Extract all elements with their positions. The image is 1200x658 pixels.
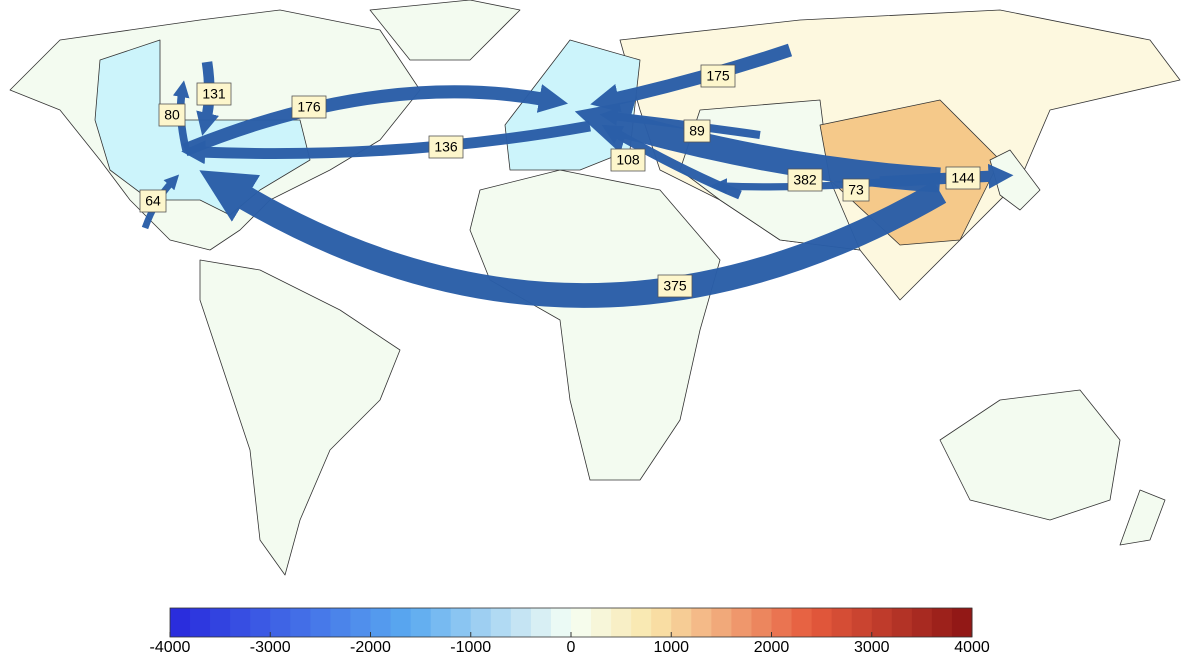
colorbar-segment <box>550 608 572 637</box>
flow-label-box <box>657 274 693 298</box>
colorbar-segment <box>230 608 251 637</box>
colorbar-segment <box>430 608 452 637</box>
colorbar-segment <box>530 608 552 637</box>
colorbar-tick-label: 3000 <box>854 639 890 656</box>
colorbar-segment <box>671 608 692 637</box>
flow-label-box <box>139 189 167 213</box>
flow-label-box <box>787 168 823 192</box>
flow-label-box <box>842 178 870 202</box>
colorbar-segment <box>370 608 392 637</box>
flow-arrow <box>199 170 947 308</box>
flow-arrow <box>879 163 1014 189</box>
colorbar-segment <box>210 608 231 637</box>
flow-arrow <box>590 43 793 113</box>
flow-label: 108 <box>616 152 640 168</box>
colorbar-segment <box>290 608 311 637</box>
colorbar-segment <box>631 608 652 637</box>
flow-label-box <box>158 103 186 127</box>
colorbar-segment <box>190 608 211 637</box>
colorbar: -4000 -3000 -2000 -1000 0 1000 2000 3000 4000 <box>150 607 990 656</box>
colorbar-segment <box>591 608 612 637</box>
colorbar-segment <box>951 608 973 637</box>
colorbar-segment <box>510 608 532 637</box>
colorbar-segment <box>811 608 833 637</box>
flow-label-box <box>683 119 711 143</box>
colorbar-segment <box>350 608 371 637</box>
colorbar-segment <box>470 608 492 637</box>
colorbar-segment <box>270 608 291 637</box>
colorbar-segment <box>751 608 772 637</box>
flow-label: 89 <box>689 123 705 139</box>
flow-label-box <box>291 95 327 119</box>
colorbar-segment <box>450 608 472 637</box>
flow-label-box <box>610 148 646 172</box>
colorbar-tick-label: -3000 <box>250 639 291 656</box>
colorbar-segment <box>310 608 331 637</box>
colorbar-segment <box>330 608 351 637</box>
colorbar-tick-label: -1000 <box>450 639 491 656</box>
colorbar-segment <box>571 608 592 637</box>
colorbar-segment <box>490 608 512 637</box>
colorbar-tick-label: -4000 <box>150 639 191 656</box>
flow-label: 73 <box>848 182 864 198</box>
colorbar-segment <box>731 608 752 637</box>
flow-arrow <box>181 120 591 165</box>
flow-label: 144 <box>951 170 975 186</box>
colorbar-segment <box>711 608 732 637</box>
colorbar-segment <box>611 608 632 637</box>
flow-label-box <box>428 135 464 159</box>
colorbar-segment <box>851 608 873 637</box>
colorbar-segment <box>390 608 412 637</box>
flow-label: 80 <box>164 107 180 123</box>
flow-label: 131 <box>202 86 226 102</box>
colorbar-segment <box>691 608 712 637</box>
colorbar-segment <box>791 608 813 637</box>
colorbar-segment <box>250 608 271 637</box>
flow-label: 382 <box>793 172 817 188</box>
colorbar-tick-label: 2000 <box>754 639 790 656</box>
flow-label: 175 <box>706 68 730 84</box>
colorbar-segment <box>911 608 933 637</box>
flow-label: 136 <box>434 139 458 155</box>
colorbar-segment <box>891 608 913 637</box>
colorbar-tick-label: -2000 <box>350 639 391 656</box>
flow-label-box <box>196 82 232 106</box>
flow-label: 64 <box>145 193 161 209</box>
flow-label: 176 <box>297 99 321 115</box>
flow-label-box <box>945 166 981 190</box>
colorbar-segment <box>170 608 191 637</box>
colorbar-segment <box>771 608 793 637</box>
colorbar-tick-label: 4000 <box>954 639 990 656</box>
flows: 175 89 108 382 73 144 375 176 136 80 131 64 <box>139 43 1014 308</box>
flow-label-box <box>700 64 736 88</box>
colorbar-tick-label: 1000 <box>653 639 689 656</box>
colorbar-segment <box>931 608 953 637</box>
flow-arrow <box>182 84 569 157</box>
flow-label: 375 <box>663 278 687 294</box>
colorbar-segment <box>651 608 672 637</box>
colorbar-segment <box>871 608 893 637</box>
colorbar-tick-label: 0 <box>567 639 576 656</box>
colorbar-segment <box>410 608 432 637</box>
colorbar-segment <box>831 608 853 637</box>
